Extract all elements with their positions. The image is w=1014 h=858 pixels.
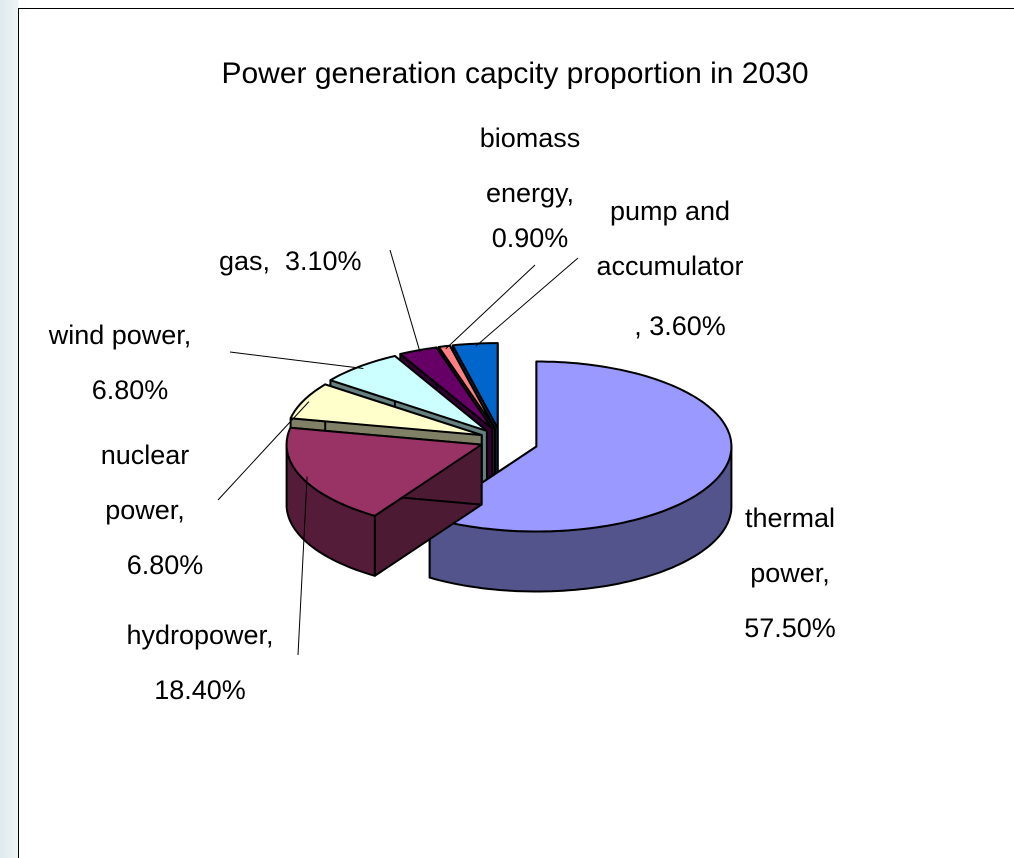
- data-label-name: biomass energy,: [480, 123, 581, 208]
- leader-line: [389, 249, 421, 353]
- data-label-name: gas,: [219, 246, 270, 276]
- slice-top: [329, 355, 488, 432]
- slice-top: [437, 344, 496, 430]
- data-label-value: 6.80%: [92, 375, 169, 405]
- label-line: energy,: [486, 178, 574, 208]
- data-label-name: hydropower,: [126, 620, 273, 650]
- data-label-value: 0.90%: [492, 223, 569, 253]
- slice-top: [399, 346, 494, 430]
- labels: thermal power, 57.50% hydropower, 18.40% nucl…: [48, 123, 836, 705]
- data-label-value: , 3.60%: [634, 311, 726, 341]
- leader-line: [217, 401, 310, 501]
- data-label-value: 57.50%: [744, 613, 836, 643]
- label-line: accumulator: [596, 251, 743, 281]
- slice-top: [285, 426, 483, 517]
- slice-top: [451, 342, 499, 430]
- chart-area: [18, 8, 1014, 858]
- data-label-name: thermal power,: [745, 503, 835, 588]
- label-line: thermal: [745, 503, 835, 533]
- data-label-value: 3.10%: [285, 246, 362, 276]
- leader-line: [445, 264, 536, 350]
- label-line: power,: [750, 558, 830, 588]
- data-label-value: 18.40%: [154, 675, 246, 705]
- slice-top: [428, 360, 733, 533]
- data-label-value: 6.80%: [127, 550, 204, 580]
- slice-top: [289, 383, 483, 437]
- pie: [285, 342, 733, 593]
- chart-title: Power generation capcity proportion in 2…: [221, 57, 808, 90]
- leader-line: [475, 257, 579, 347]
- data-label-name: nuclear power,: [101, 440, 190, 525]
- label-line: wind power,: [48, 320, 192, 350]
- label-line: pump and: [610, 196, 730, 226]
- data-label-name: wind power,: [48, 320, 192, 350]
- data-label-name: pump and accumulator: [596, 196, 743, 281]
- label-line: biomass: [480, 123, 581, 153]
- label-line: power,: [105, 495, 185, 525]
- label-line: gas,: [219, 246, 270, 276]
- leader-line: [229, 351, 364, 369]
- pie-slice: [428, 360, 733, 593]
- label-line: hydropower,: [126, 620, 273, 650]
- label-line: nuclear: [101, 440, 190, 470]
- pie-slice: [285, 426, 483, 577]
- leader-line: [297, 476, 308, 656]
